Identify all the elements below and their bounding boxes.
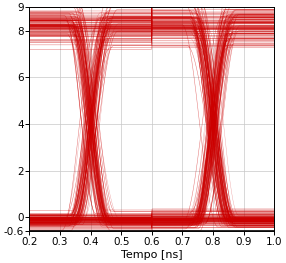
X-axis label: Tempo [ns]: Tempo [ns] [121,250,182,260]
